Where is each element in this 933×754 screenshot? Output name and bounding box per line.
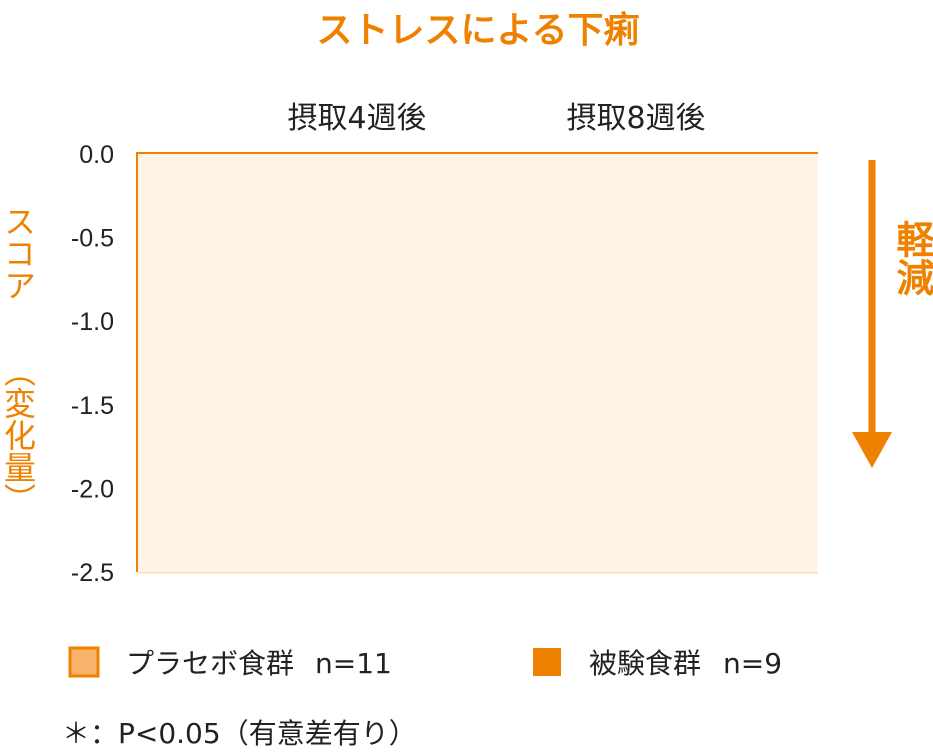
- legend: プラセボ食群 n=11 被験食群 n=9: [68, 646, 782, 680]
- legend-n: n=11: [315, 647, 392, 680]
- arrow-head-icon: [852, 432, 892, 468]
- legend-swatch: [533, 648, 561, 676]
- legend-label: プラセボ食群: [126, 647, 294, 680]
- chart-title: ストレスによる下痢: [317, 10, 640, 51]
- y-tick-label: -2.0: [71, 475, 114, 503]
- y-tick-label: -1.0: [71, 308, 114, 336]
- plot-background: [138, 154, 818, 572]
- y-tick-label: -0.5: [71, 225, 114, 253]
- legend-n: n=9: [723, 647, 782, 680]
- footnote: ＊：P<0.05（有意差有り）: [62, 717, 417, 750]
- arrow-label: 軽減: [890, 220, 933, 296]
- category-labels: 摂取4週後 摂取8週後: [287, 101, 705, 136]
- y-axis-label-paren: （変化量）: [0, 355, 37, 515]
- y-tick-label: -2.5: [71, 559, 114, 587]
- category-label: 摂取4週後: [287, 101, 426, 136]
- reduction-arrow: [852, 160, 892, 468]
- y-axis-label: スコア: [0, 205, 37, 301]
- legend-swatch: [68, 646, 100, 678]
- legend-label: 被験食群: [589, 647, 701, 680]
- y-tick-label: 0.0: [79, 141, 114, 169]
- y-tick-label: -1.5: [71, 392, 114, 420]
- y-tick-labels: 0.0 -0.5 -1.0 -1.5 -2.0 -2.5: [71, 141, 114, 587]
- category-label: 摂取8週後: [566, 101, 705, 136]
